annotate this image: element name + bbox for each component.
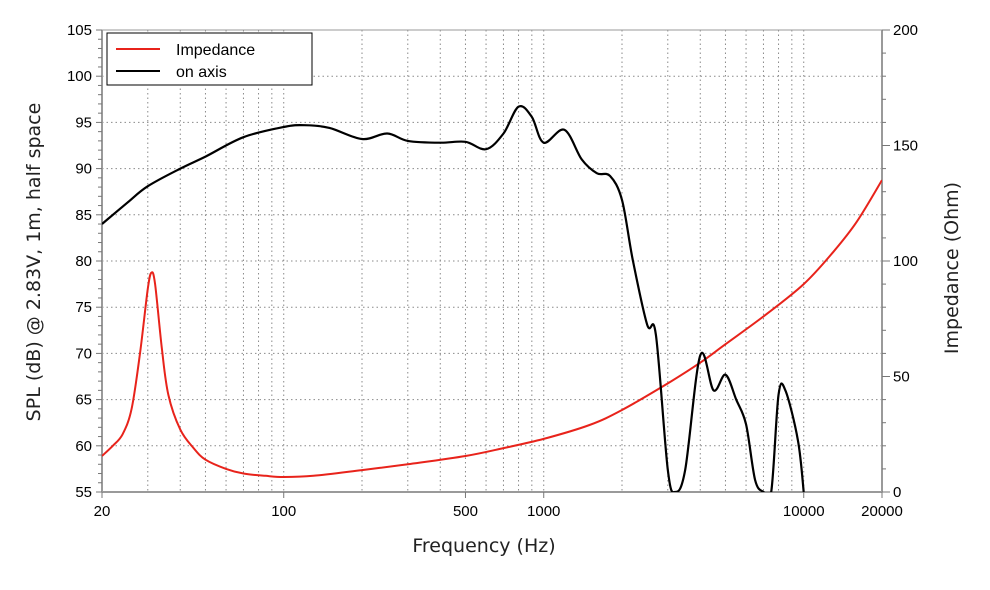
x-tick-label: 20 (94, 503, 111, 520)
x-tick-label: 20000 (861, 503, 903, 520)
y-tick-label: 70 (75, 345, 92, 362)
y2-tick-label: 100 (893, 253, 918, 270)
y-tick-label: 65 (75, 392, 92, 409)
y2-axis-title: Impedance (Ohm) (941, 182, 963, 354)
legend-label-on-axis: on axis (176, 64, 227, 81)
legend-box (106, 32, 313, 86)
y2-tick-label: 200 (893, 22, 918, 39)
x-axis-title: Frequency (Hz) (412, 535, 555, 557)
y-tick-label: 85 (75, 207, 92, 224)
y-tick-label: 60 (75, 438, 92, 455)
x-tick-label: 10000 (783, 503, 825, 520)
series-on-axis (102, 104, 805, 492)
y2-tick-label: 0 (893, 484, 901, 501)
x-tick-label: 1000 (527, 503, 560, 520)
legend-label-impedance: Impedance (176, 42, 255, 59)
x-tick-label: 100 (271, 503, 296, 520)
y-tick-label: 55 (75, 484, 92, 501)
legend: Impedance on axis (106, 32, 313, 86)
axis-ticks: 55 60 65 70 75 80 85 90 95 100 105 0 50 100 150 200 20 10… (67, 22, 918, 520)
y-axis-title: SPL (dB) @ 2.83V, 1m, half space (23, 103, 45, 422)
y-tick-label: 95 (75, 114, 92, 131)
y-tick-label: 100 (67, 68, 92, 85)
y-tick-label: 75 (75, 299, 92, 316)
y2-tick-label: 50 (893, 369, 910, 386)
x-tick-label: 500 (453, 503, 478, 520)
y2-tick-label: 150 (893, 138, 918, 155)
series-layer (102, 104, 882, 492)
series-impedance (102, 179, 882, 478)
grid-lines (102, 30, 882, 492)
y-tick-label: 80 (75, 253, 92, 270)
y-tick-label: 105 (67, 22, 92, 39)
y-tick-label: 90 (75, 161, 92, 178)
